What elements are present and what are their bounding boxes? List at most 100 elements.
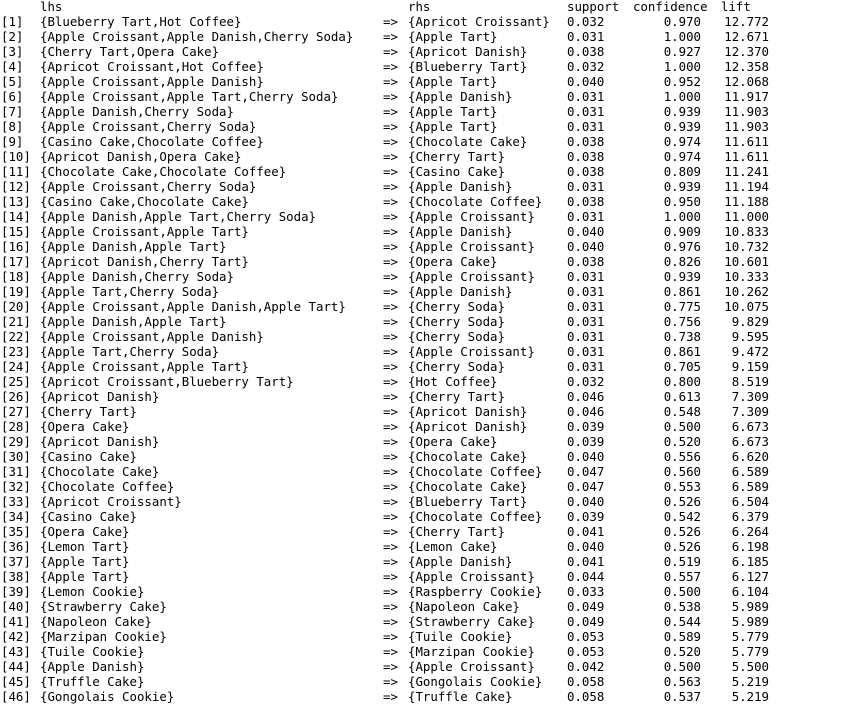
rule-arrow: => bbox=[383, 539, 398, 554]
rule-arrow: => bbox=[383, 74, 398, 89]
rule-rhs: {Strawberry Cake} bbox=[408, 614, 535, 629]
rule-confidence: 0.950 bbox=[663, 194, 701, 209]
rule-lift: 6.104 bbox=[731, 584, 769, 599]
rule-confidence: 0.974 bbox=[663, 149, 701, 164]
row-index: [6] bbox=[1, 89, 24, 104]
rule-lhs: {Blueberry Tart,Hot Coffee} bbox=[40, 14, 242, 29]
rule-confidence: 1.000 bbox=[663, 29, 701, 44]
row-index: [22] bbox=[1, 329, 31, 344]
rule-lhs: {Apple Tart,Cherry Soda} bbox=[40, 284, 220, 299]
header-confidence: confidence bbox=[633, 0, 708, 14]
rule-arrow: => bbox=[383, 374, 398, 389]
rule-lhs: {Truffle Cake} bbox=[40, 674, 145, 689]
row-index: [46] bbox=[1, 689, 31, 704]
rule-lhs: {Lemon Tart} bbox=[40, 539, 130, 554]
rule-support: 0.040 bbox=[567, 494, 605, 509]
rule-arrow: => bbox=[383, 14, 398, 29]
rule-support: 0.049 bbox=[567, 599, 605, 614]
rule-arrow: => bbox=[383, 104, 398, 119]
row-index: [20] bbox=[1, 299, 31, 314]
rule-support: 0.032 bbox=[567, 374, 605, 389]
rule-support: 0.031 bbox=[567, 89, 605, 104]
rule-arrow: => bbox=[383, 209, 398, 224]
rule-support: 0.049 bbox=[567, 614, 605, 629]
rule-lift: 5.219 bbox=[731, 689, 769, 704]
rule-lhs: {Apple Croissant,Apple Danish} bbox=[40, 329, 264, 344]
rule-lhs: {Tuile Cookie} bbox=[40, 644, 145, 659]
rule-rhs: {Apple Tart} bbox=[408, 119, 498, 134]
rule-rhs: {Gongolais Cookie} bbox=[408, 674, 543, 689]
rule-lift: 11.188 bbox=[724, 194, 769, 209]
rule-arrow: => bbox=[383, 344, 398, 359]
rule-confidence: 0.560 bbox=[663, 464, 701, 479]
rule-support: 0.047 bbox=[567, 464, 605, 479]
rule-rhs: {Blueberry Tart} bbox=[408, 494, 528, 509]
rule-lift: 11.611 bbox=[724, 134, 769, 149]
rule-support: 0.038 bbox=[567, 134, 605, 149]
rule-arrow: => bbox=[383, 254, 398, 269]
header-lhs: lhs bbox=[40, 0, 63, 14]
rule-arrow: => bbox=[383, 659, 398, 674]
rule-rhs: {Apple Danish} bbox=[408, 224, 513, 239]
rule-arrow: => bbox=[383, 29, 398, 44]
rule-confidence: 0.939 bbox=[663, 119, 701, 134]
rule-arrow: => bbox=[383, 479, 398, 494]
rule-support: 0.041 bbox=[567, 524, 605, 539]
rule-support: 0.039 bbox=[567, 419, 605, 434]
rule-support: 0.031 bbox=[567, 104, 605, 119]
header-rhs: rhs bbox=[408, 0, 431, 14]
rule-lift: 9.159 bbox=[731, 359, 769, 374]
rule-lift: 5.500 bbox=[731, 659, 769, 674]
rule-rhs: {Cherry Soda} bbox=[408, 329, 505, 344]
row-index: [31] bbox=[1, 464, 31, 479]
rule-lift: 11.903 bbox=[724, 119, 769, 134]
rule-rhs: {Raspberry Cookie} bbox=[408, 584, 543, 599]
rule-rhs: {Chocolate Coffee} bbox=[408, 464, 543, 479]
rule-support: 0.031 bbox=[567, 179, 605, 194]
rule-arrow: => bbox=[383, 239, 398, 254]
rule-arrow: => bbox=[383, 179, 398, 194]
row-index: [34] bbox=[1, 509, 31, 524]
rule-rhs: {Apple Croissant} bbox=[408, 569, 535, 584]
rule-rhs: {Chocolate Cake} bbox=[408, 479, 528, 494]
row-index: [41] bbox=[1, 614, 31, 629]
rule-lift: 10.732 bbox=[724, 239, 769, 254]
rule-support: 0.040 bbox=[567, 449, 605, 464]
rule-lhs: {Chocolate Cake,Chocolate Coffee} bbox=[40, 164, 287, 179]
rule-arrow: => bbox=[383, 509, 398, 524]
row-index: [15] bbox=[1, 224, 31, 239]
rule-confidence: 0.756 bbox=[663, 314, 701, 329]
rule-lift: 6.673 bbox=[731, 419, 769, 434]
rule-arrow: => bbox=[383, 299, 398, 314]
rule-confidence: 0.526 bbox=[663, 539, 701, 554]
rule-lhs: {Chocolate Cake} bbox=[40, 464, 160, 479]
rule-support: 0.032 bbox=[567, 14, 605, 29]
row-index: [5] bbox=[1, 74, 24, 89]
row-index: [25] bbox=[1, 374, 31, 389]
rule-lhs: {Opera Cake} bbox=[40, 524, 130, 539]
rule-support: 0.053 bbox=[567, 644, 605, 659]
rule-arrow: => bbox=[383, 359, 398, 374]
rule-confidence: 1.000 bbox=[663, 209, 701, 224]
rule-rhs: {Apple Danish} bbox=[408, 179, 513, 194]
rule-support: 0.031 bbox=[567, 119, 605, 134]
row-index: [39] bbox=[1, 584, 31, 599]
rule-lift: 5.989 bbox=[731, 614, 769, 629]
row-index: [10] bbox=[1, 149, 31, 164]
rule-arrow: => bbox=[383, 269, 398, 284]
row-index: [36] bbox=[1, 539, 31, 554]
rule-confidence: 0.526 bbox=[663, 524, 701, 539]
rule-arrow: => bbox=[383, 494, 398, 509]
rule-arrow: => bbox=[383, 524, 398, 539]
row-index: [7] bbox=[1, 104, 24, 119]
rule-lift: 6.589 bbox=[731, 464, 769, 479]
rule-arrow: => bbox=[383, 629, 398, 644]
rule-rhs: {Opera Cake} bbox=[408, 254, 498, 269]
rule-rhs: {Cherry Tart} bbox=[408, 149, 505, 164]
rule-support: 0.058 bbox=[567, 674, 605, 689]
rule-lhs: {Apple Danish,Apple Tart} bbox=[40, 314, 227, 329]
rule-lhs: {Apple Danish} bbox=[40, 659, 145, 674]
rule-rhs: {Apple Danish} bbox=[408, 284, 513, 299]
rule-rhs: {Chocolate Coffee} bbox=[408, 509, 543, 524]
